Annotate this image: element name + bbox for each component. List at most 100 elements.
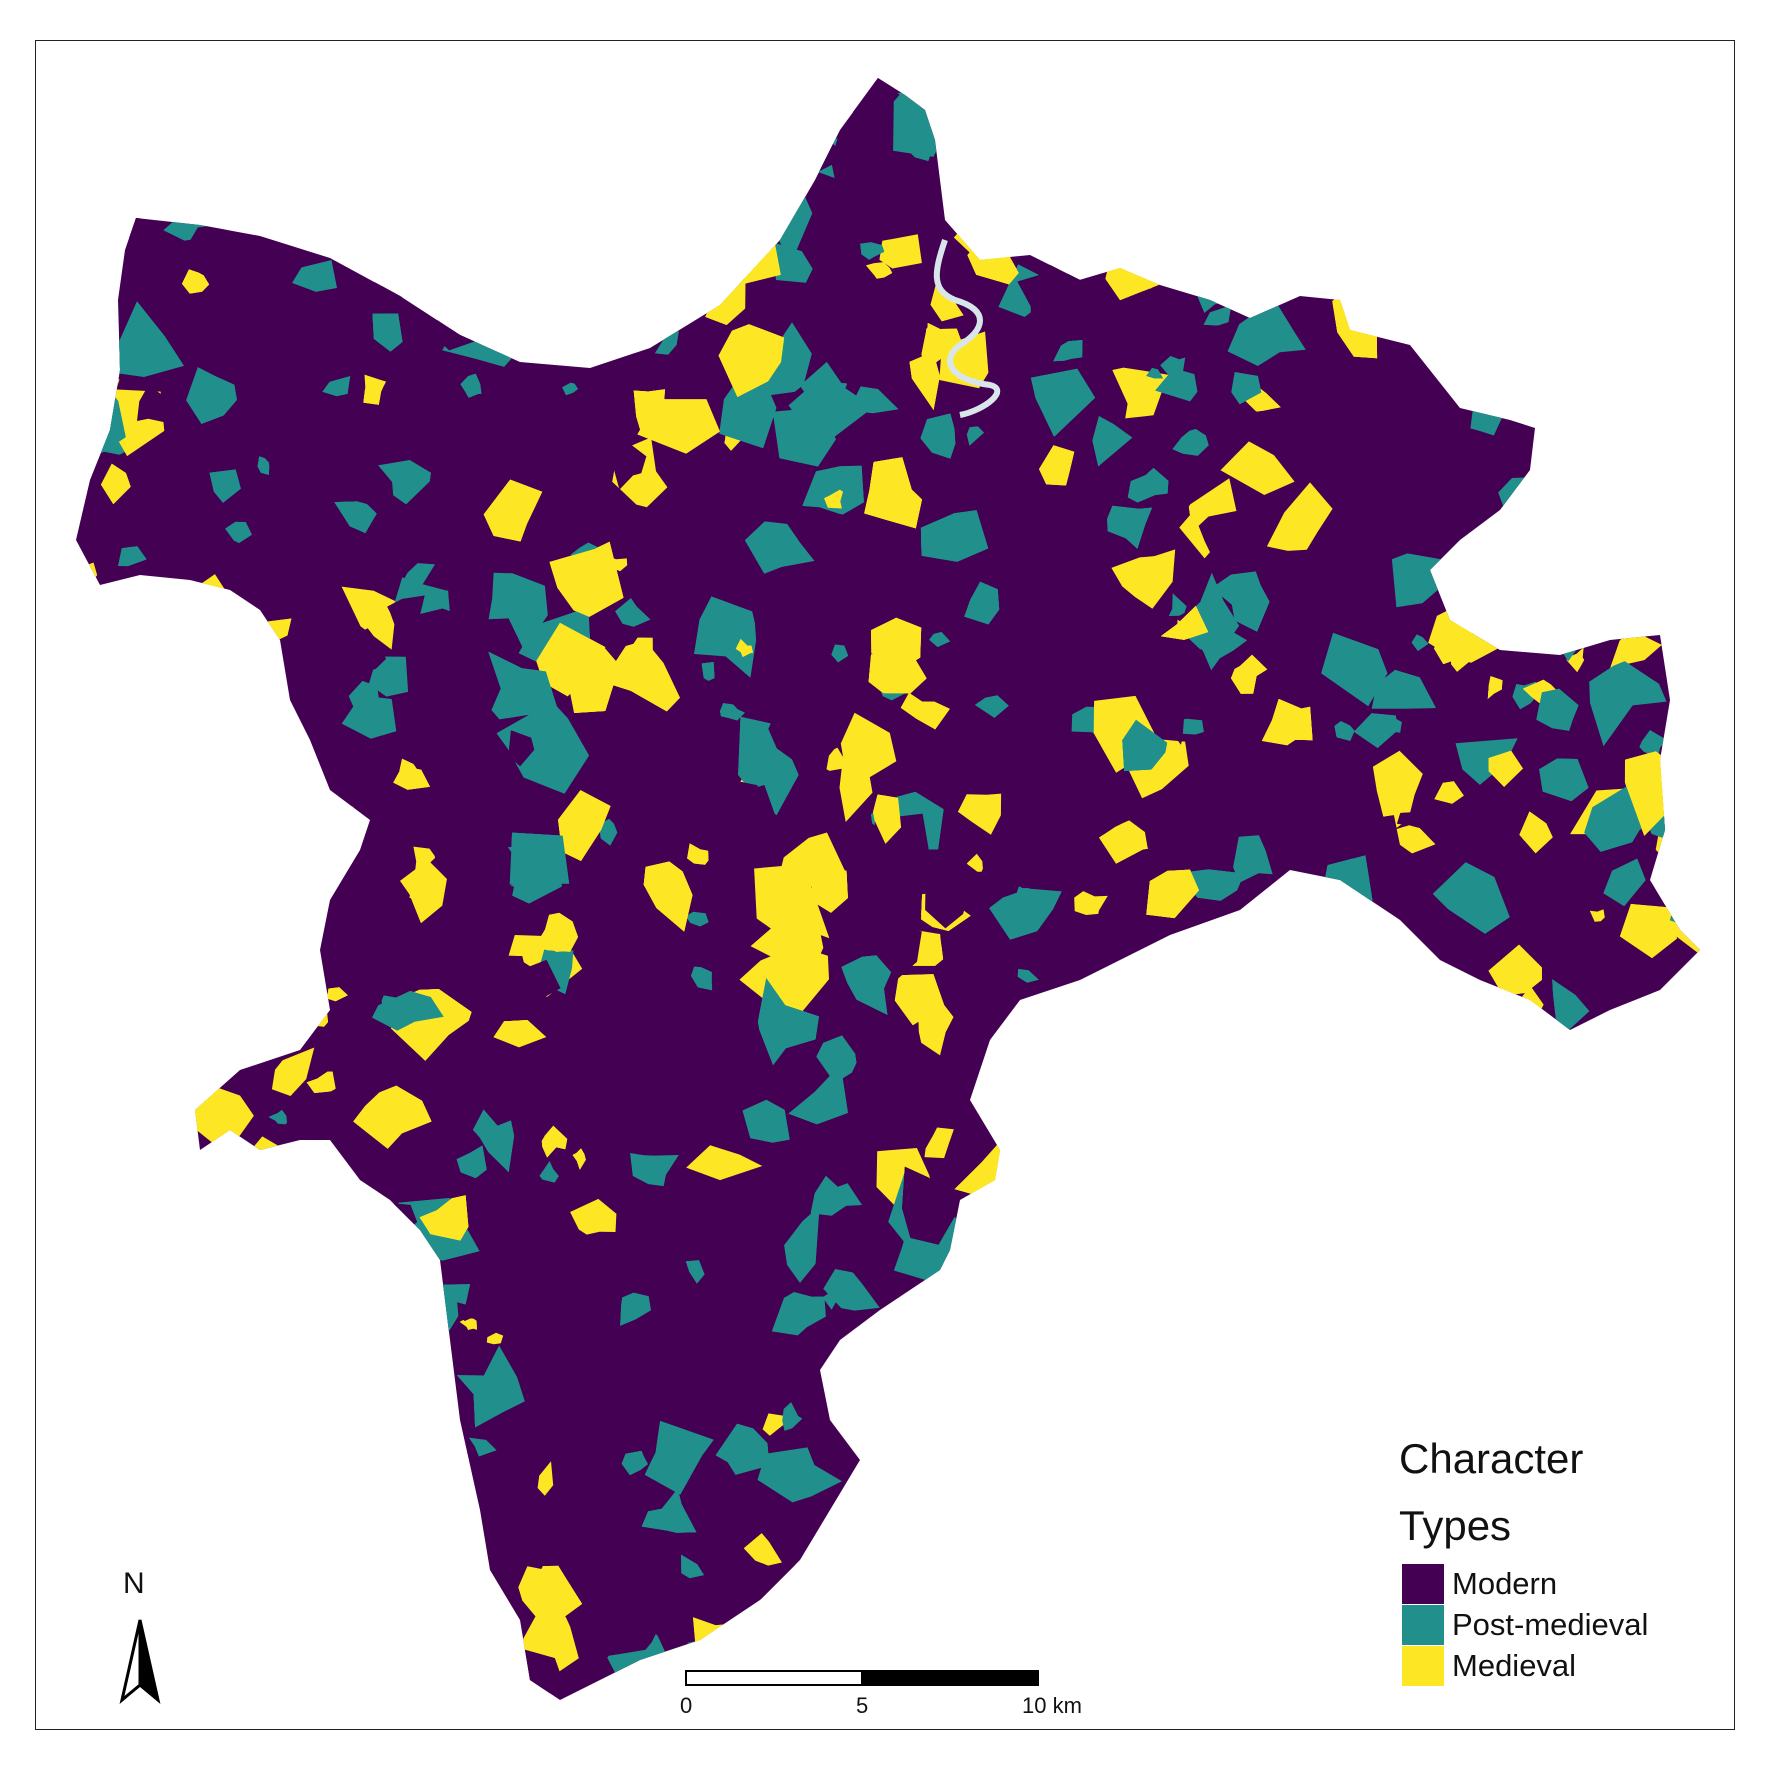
character-patch: [1130, 994, 1163, 1030]
character-patch: [719, 378, 777, 449]
character-patch: [841, 953, 900, 1015]
character-patch: [1266, 482, 1333, 551]
character-patch: [986, 1474, 1050, 1511]
character-patch: [1280, 1142, 1318, 1171]
character-patch: [1664, 1077, 1689, 1099]
character-patch: [641, 1488, 697, 1533]
character-patch: [695, 1317, 753, 1358]
legend-label-modern: Modern: [1452, 1566, 1558, 1601]
character-patch: [1411, 634, 1429, 651]
character-patch: [1547, 1223, 1579, 1251]
character-patch: [1053, 1084, 1105, 1126]
character-patch: [312, 1012, 328, 1027]
character-patch: [572, 1148, 586, 1170]
character-patch: [644, 1420, 714, 1495]
character-patch: [1472, 570, 1489, 585]
character-patch: [1488, 944, 1542, 996]
character-patch: [185, 1219, 257, 1290]
character-patch: [871, 617, 922, 665]
character-patch: [864, 1321, 914, 1364]
character-patch: [1463, 984, 1504, 1038]
character-patch: [687, 1641, 705, 1654]
character-patch: [1198, 510, 1251, 560]
character-patch: [457, 1345, 525, 1428]
character-patch: [189, 869, 234, 931]
character-patch: [1184, 869, 1245, 901]
character-patch: [904, 1623, 944, 1657]
character-patch: [943, 1589, 992, 1642]
character-patch: [385, 1544, 416, 1579]
character-patch: [1522, 1401, 1551, 1429]
character-patch: [84, 1159, 145, 1208]
character-patch: [998, 1046, 1014, 1069]
character-patch: [1406, 1049, 1430, 1081]
character-patch: [1107, 1615, 1158, 1653]
character-patch: [1627, 94, 1674, 134]
character-patch: [1143, 129, 1208, 191]
character-patch: [1359, 1635, 1391, 1675]
character-patch: [204, 1192, 229, 1221]
character-patch: [903, 130, 934, 161]
character-patch: [970, 1251, 1011, 1291]
legend-swatch-medieval: [1402, 1646, 1444, 1686]
character-patch: [159, 574, 234, 673]
character-patch: [1227, 302, 1306, 366]
character-patch: [986, 1474, 1050, 1511]
character-patch: [76, 165, 106, 210]
character-patch: [1014, 1092, 1050, 1136]
character-patch: [924, 1390, 973, 1453]
character-patch: [216, 1529, 301, 1623]
character-patch: [1174, 1317, 1189, 1329]
character-patch: [235, 657, 269, 697]
character-patch: [1566, 623, 1583, 637]
character-patch: [1231, 372, 1262, 405]
character-patch: [607, 235, 676, 288]
character-patch: [252, 386, 292, 426]
character-patch: [930, 283, 964, 322]
character-patch: [1241, 78, 1295, 99]
character-patch: [977, 1318, 1006, 1349]
character-patch: [562, 382, 579, 396]
character-patch: [1608, 83, 1634, 111]
character-patch: [193, 710, 249, 751]
character-patch: [1328, 1161, 1391, 1252]
character-patch: [681, 1554, 705, 1579]
character-patch: [219, 973, 299, 1016]
character-patch: [1081, 1218, 1129, 1263]
character-patch: [1608, 1335, 1635, 1363]
character-patch: [1353, 713, 1398, 748]
character-patch: [1314, 156, 1328, 173]
character-patch: [550, 334, 576, 354]
character-patch: [378, 1481, 459, 1537]
character-patch: [1589, 661, 1667, 747]
character-patch: [146, 185, 207, 223]
character-patch: [1054, 82, 1072, 100]
character-patch: [1369, 1220, 1433, 1273]
character-patch: [1430, 1345, 1464, 1384]
character-patch: [221, 1259, 289, 1335]
character-patch: [764, 136, 781, 150]
character-patch: [723, 249, 737, 267]
character-patch: [1054, 82, 1072, 100]
character-patch: [723, 249, 737, 267]
character-patch: [1107, 1615, 1158, 1653]
character-patch: [621, 78, 641, 84]
character-patch: [76, 162, 95, 216]
character-patch: [419, 1195, 469, 1241]
character-patch: [1338, 1444, 1397, 1511]
character-patch: [1157, 1431, 1215, 1485]
character-patch: [216, 1529, 301, 1623]
character-patch: [1231, 654, 1268, 694]
legend-swatch-modern: [1402, 1564, 1444, 1604]
character-patch: [124, 1441, 146, 1460]
character-patch: [1130, 994, 1163, 1030]
character-patch: [1637, 1650, 1658, 1667]
character-patch: [571, 1410, 611, 1452]
character-patch: [391, 1619, 414, 1635]
character-patch: [459, 1317, 477, 1330]
character-patch: [209, 878, 277, 952]
character-patch: [981, 142, 1002, 159]
character-patch: [182, 269, 210, 294]
character-patch: [1111, 549, 1176, 609]
character-patch: [902, 1166, 956, 1245]
